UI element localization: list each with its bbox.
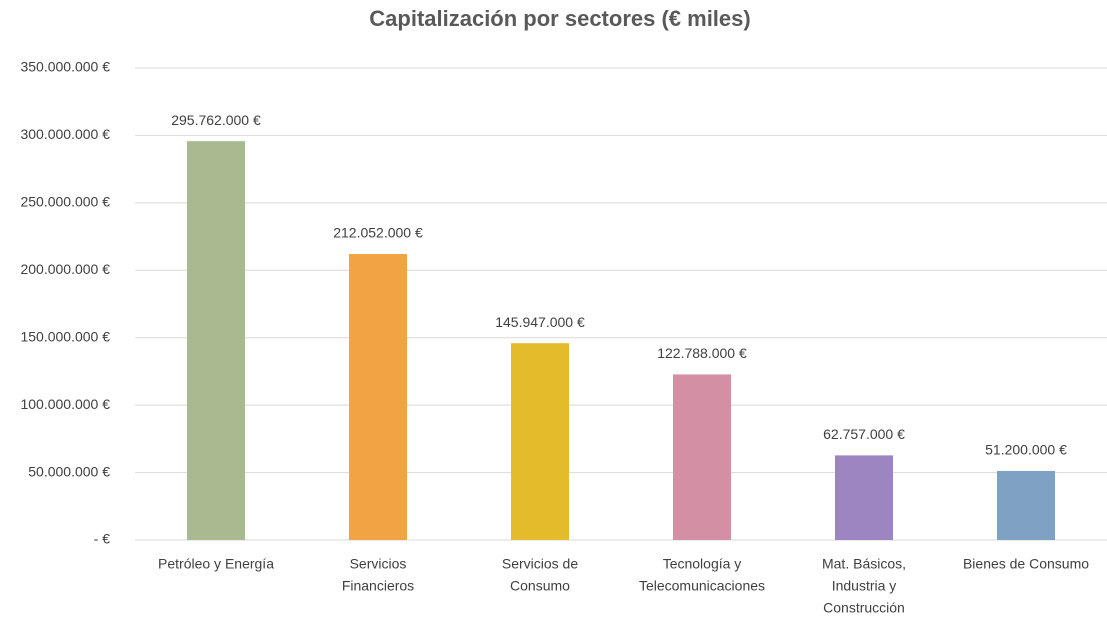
- data-label: 295.762.000 €: [171, 112, 261, 128]
- y-tick-label: 100.000.000 €: [20, 396, 110, 412]
- x-tick-label: Bienes de Consumo: [963, 556, 1089, 572]
- x-tick-label: Consumo: [510, 578, 570, 594]
- data-label: 51.200.000 €: [985, 442, 1067, 458]
- y-tick-label: 350.000.000 €: [20, 59, 110, 75]
- data-label: 122.788.000 €: [657, 345, 747, 361]
- y-tick-label: 50.000.000 €: [28, 463, 110, 479]
- y-tick-label: - €: [94, 531, 111, 547]
- x-tick-label: Servicios de: [502, 556, 578, 572]
- data-label: 62.757.000 €: [823, 426, 905, 442]
- bar: [673, 374, 731, 540]
- x-tick-label: Construcción: [823, 600, 905, 616]
- bar: [187, 141, 245, 541]
- x-tick-label: Telecomunicaciones: [639, 578, 765, 594]
- y-tick-label: 300.000.000 €: [20, 126, 110, 142]
- bar: [997, 470, 1055, 540]
- x-tick-label: Servicios: [350, 556, 407, 572]
- data-label: 145.947.000 €: [495, 314, 585, 330]
- x-tick-label: Tecnología y: [663, 556, 742, 572]
- y-tick-label: 150.000.000 €: [20, 328, 110, 344]
- bar: [835, 455, 893, 540]
- x-tick-label: Industria y: [832, 578, 897, 594]
- bar: [349, 254, 407, 541]
- x-tick-label: Mat. Básicos,: [822, 556, 906, 572]
- data-label: 212.052.000 €: [333, 225, 423, 241]
- chart-title: Capitalización por sectores (€ miles): [369, 6, 750, 31]
- x-tick-label: Financieros: [342, 578, 414, 594]
- bar: [511, 343, 569, 540]
- y-tick-label: 200.000.000 €: [20, 261, 110, 277]
- x-tick-label: Petróleo y Energía: [158, 556, 274, 572]
- y-tick-label: 250.000.000 €: [20, 194, 110, 210]
